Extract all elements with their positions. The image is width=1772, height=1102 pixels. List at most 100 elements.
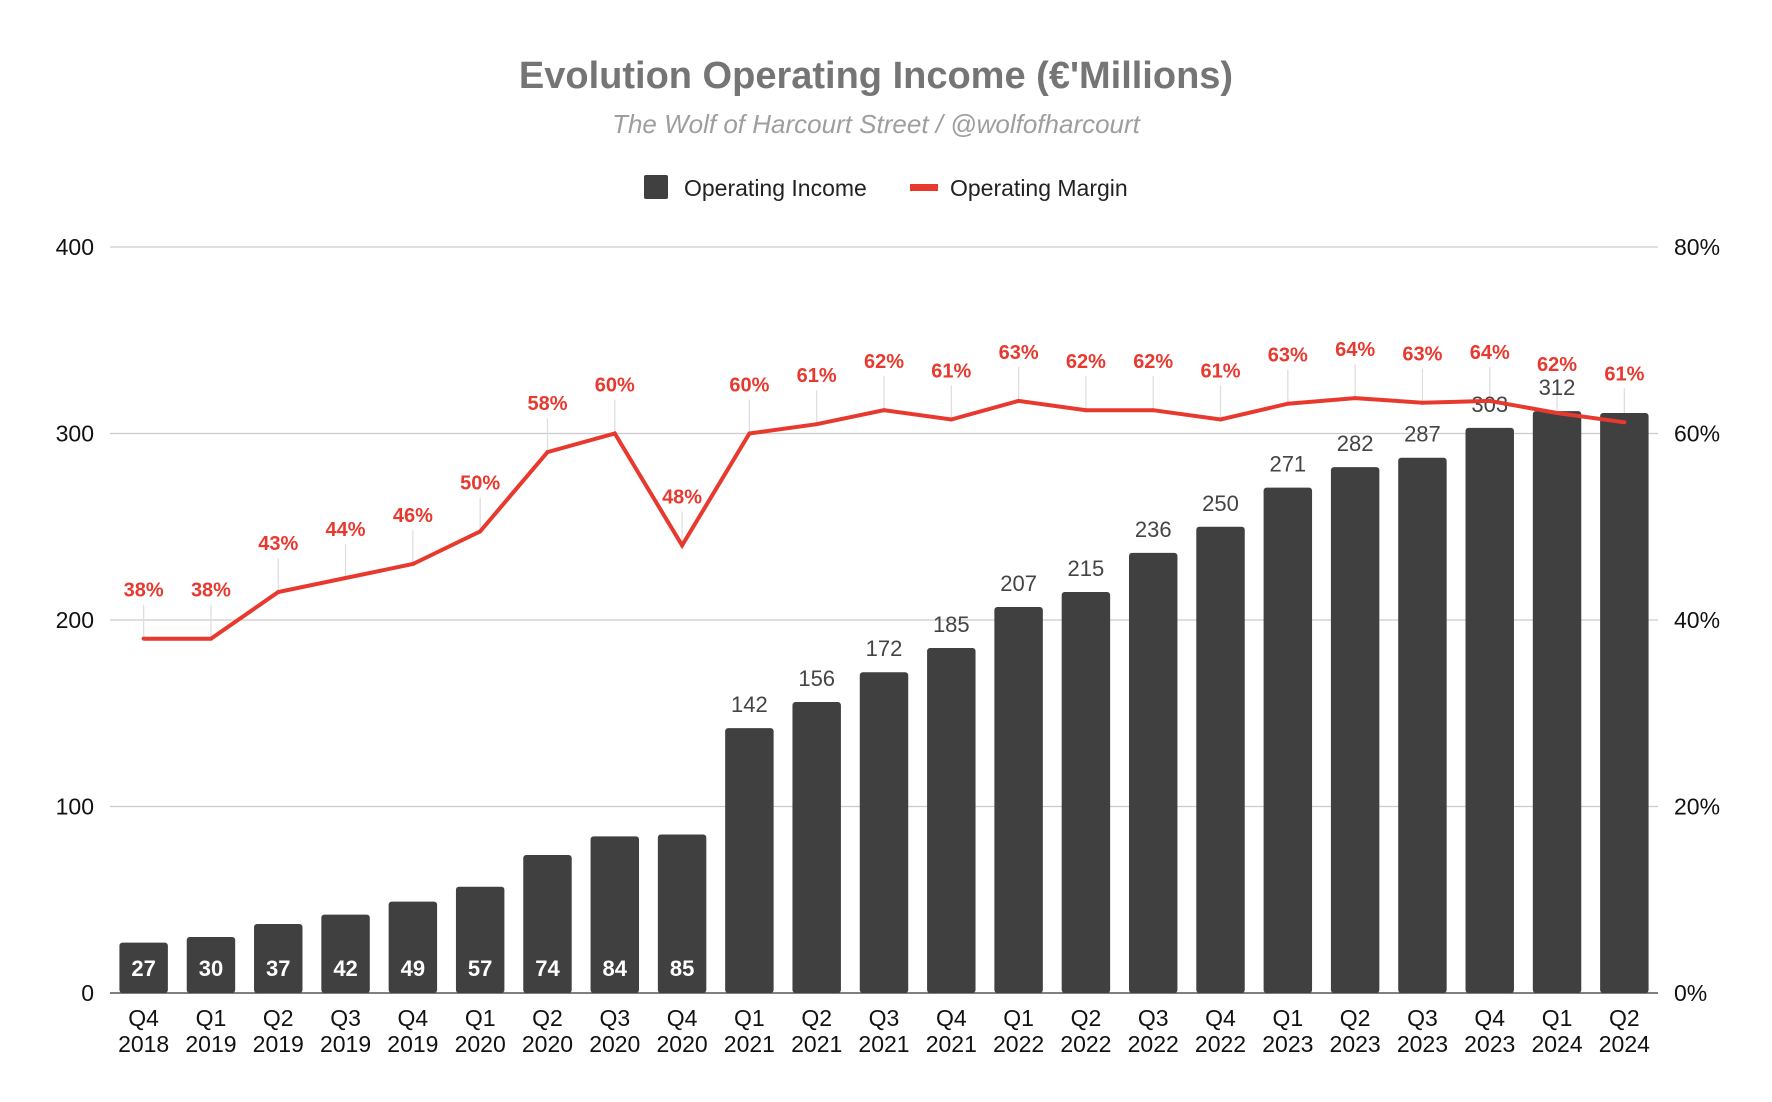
margin-value-label: 62% (1133, 351, 1173, 373)
y-axis-left: 0 100 200 300 400 (56, 234, 94, 1006)
margin-point (545, 450, 550, 455)
x-tick-year: 2019 (387, 1031, 438, 1057)
bar-value-label: 236 (1135, 517, 1172, 542)
y-left-tick-label: 200 (56, 607, 94, 633)
x-tick-year: 2021 (724, 1031, 775, 1057)
bar-value-label: 30 (199, 956, 223, 981)
bar (590, 836, 640, 993)
x-tick-quarter: Q1 (196, 1005, 227, 1031)
x-tick-quarter: Q4 (398, 1005, 429, 1031)
margin-value-label: 63% (999, 342, 1039, 364)
y-left-tick-label: 400 (56, 234, 94, 260)
legend-label-operating-margin: Operating Margin (950, 175, 1128, 201)
bar (1600, 412, 1649, 993)
x-tick-year: 2023 (1464, 1031, 1515, 1057)
x-tick-year: 2023 (1330, 1031, 1381, 1057)
margin-value-label: 60% (595, 375, 635, 397)
x-tick-year: 2023 (1397, 1031, 1448, 1057)
x-tick-quarter: Q3 (1138, 1005, 1169, 1031)
margin-value-label: 61% (1604, 363, 1644, 385)
x-tick-quarter: Q2 (1340, 1005, 1371, 1031)
legend-label-operating-income: Operating Income (684, 175, 867, 201)
bar-value-label: 42 (333, 956, 357, 981)
margin-value-label: 61% (931, 361, 971, 383)
x-tick-quarter: Q1 (1272, 1005, 1303, 1031)
margin-point (276, 590, 281, 595)
y-right-tick-label: 40% (1674, 607, 1720, 633)
x-tick-quarter: Q3 (869, 1005, 900, 1031)
margin-labels: 38% 38% 43% 44% 46% 50% 58% 60% 48% 60% 61% 62% 61% 6… (124, 339, 1645, 602)
x-tick-quarter: Q1 (465, 1005, 496, 1031)
x-tick-year: 2020 (589, 1031, 640, 1057)
bar (1532, 411, 1582, 993)
y-left-tick-label: 100 (56, 794, 94, 820)
income-bar-labels: 27 30 37 42 49 57 74 84 85 142 156 172 185 207 215 236 2… (131, 375, 1575, 981)
y-right-tick-label: 80% (1674, 234, 1720, 260)
y-left-tick-label: 0 (81, 980, 94, 1006)
margin-point (1353, 396, 1358, 401)
margin-value-label: 38% (191, 580, 231, 602)
x-tick-quarter: Q3 (330, 1005, 361, 1031)
bar-value-label: 287 (1404, 422, 1441, 447)
bar-value-label: 74 (535, 956, 560, 981)
x-tick-year: 2022 (1128, 1031, 1179, 1057)
bar-value-label: 37 (266, 956, 290, 981)
margin-value-label: 44% (326, 519, 366, 541)
legend-swatch-operating-income (644, 175, 668, 199)
bar-value-label: 142 (731, 692, 768, 717)
margin-value-label: 62% (864, 351, 904, 373)
bar (455, 886, 505, 993)
x-tick-quarter: Q3 (1407, 1005, 1438, 1031)
bar (994, 606, 1043, 993)
bar (254, 923, 303, 993)
x-tick-quarter: Q4 (936, 1005, 967, 1031)
margin-value-label: 46% (393, 505, 433, 527)
x-tick-quarter: Q2 (801, 1005, 832, 1031)
y-right-tick-label: 20% (1674, 794, 1720, 820)
margin-value-label: 58% (527, 393, 567, 415)
bar-value-label: 215 (1068, 556, 1105, 581)
margin-point (1487, 398, 1492, 403)
bar-value-label: 172 (866, 636, 903, 661)
x-tick-year: 2023 (1262, 1031, 1313, 1057)
bar (1061, 592, 1111, 993)
bar-value-label: 156 (798, 666, 835, 691)
x-tick-year: 2018 (118, 1031, 169, 1057)
margin-leader-lines (143, 364, 1625, 637)
bar (1465, 427, 1514, 993)
x-tick-year: 2022 (1060, 1031, 1111, 1057)
y-right-tick-label: 0% (1674, 980, 1707, 1006)
x-tick-year: 2019 (185, 1031, 236, 1057)
bar (1330, 467, 1380, 993)
margin-point (208, 636, 213, 641)
x-tick-quarter: Q1 (1542, 1005, 1573, 1031)
x-tick-year: 2021 (858, 1031, 909, 1057)
x-tick-year: 2019 (253, 1031, 304, 1057)
x-tick-quarter: Q1 (734, 1005, 765, 1031)
x-tick-quarter: Q4 (1474, 1005, 1505, 1031)
x-tick-year: 2022 (1195, 1031, 1246, 1057)
x-tick-quarter: Q2 (1071, 1005, 1102, 1031)
margin-point (949, 417, 954, 422)
margin-point (814, 422, 819, 427)
y-axis-right: 0% 20% 40% 60% 80% (1674, 234, 1720, 1006)
bar (186, 937, 236, 993)
chart-subtitle: The Wolf of Harcourt Street / @wolfofhar… (612, 109, 1142, 139)
margin-value-label: 60% (729, 375, 769, 397)
bar (119, 942, 168, 993)
x-tick-year: 2020 (657, 1031, 708, 1057)
bar (657, 834, 707, 993)
margin-value-label: 43% (258, 533, 298, 555)
bar-value-label: 49 (401, 956, 425, 981)
legend: Operating Income Operating Margin (644, 175, 1128, 201)
margin-point (141, 636, 146, 641)
chart-title: Evolution Operating Income (€'Millions) (519, 55, 1233, 97)
x-tick-quarter: Q3 (599, 1005, 630, 1031)
bar (927, 647, 976, 993)
bar (1263, 487, 1313, 993)
margin-point (1285, 401, 1290, 406)
x-tick-year: 2021 (926, 1031, 977, 1057)
bar-value-label: 312 (1539, 375, 1576, 400)
bar-value-label: 271 (1269, 452, 1306, 477)
